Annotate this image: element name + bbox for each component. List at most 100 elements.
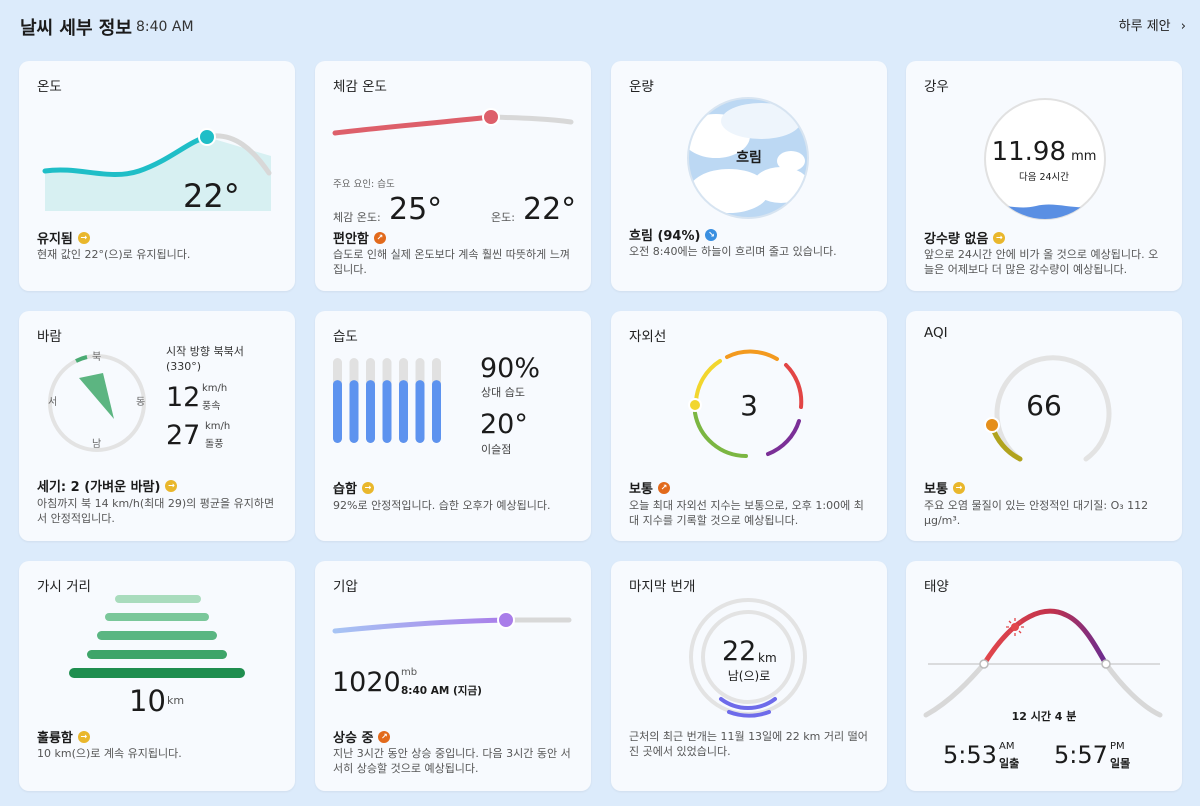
humidity-card[interactable]: 습도 90% 상대 습도 20° 이슬점 습함 → 92%로 안정적입니다. 습… [315,311,591,541]
pressure-value: 1020 [332,667,401,698]
precipitation-unit: mm [1071,149,1097,164]
day-suggestion-link[interactable]: 하루 제안 › [1119,15,1186,34]
cloud-cover-dial [687,97,809,219]
card-title: 가시 거리 [37,579,91,595]
cloud-cover-desc: 오전 8:40에는 하늘이 흐리며 줄고 있습니다. [629,245,837,258]
trend-down-icon: ↘ [705,228,718,241]
card-title: 태양 [924,579,949,595]
sunset-label: 일몰 [1110,757,1131,770]
sun-card[interactable]: 태양 12 시간 4 분 5:53 AM 일출 5:57 PM 일몰 [906,561,1182,791]
cloud-cover-status: 흐림 (94%) [629,229,701,244]
uv-index-desc: 오늘 최대 자외선 지수는 보통으로, 오후 1:00에 최대 지수를 기록할 … [629,499,864,527]
humidity-bar [366,380,375,443]
card-title: 습도 [333,329,358,345]
temperature-card[interactable]: 온도 22° 유지됨 → 현재 값인 22°(으)로 유지됩니다. [19,61,295,291]
sunset-ampm: PM [1110,741,1125,752]
sun-icon [1006,618,1024,636]
lightning-desc: 근처의 최근 번개는 11월 13일에 22 km 거리 떨어진 곳에서 있었습… [629,730,868,758]
uv-index-status: 보통 [629,482,653,497]
day-length: 12 시간 4 분 [1011,710,1077,723]
last-lightning-card[interactable]: 마지막 번개 22 km 남(으)로 근처의 최근 번개는 11월 13일에 2… [611,561,887,791]
card-title: 기압 [333,579,358,595]
lightning-range-rings [689,598,807,718]
pressure-desc: 지난 3시간 동안 상승 중입니다. 다음 3시간 동안 서서히 상승할 것으로… [333,747,571,775]
compass-north: 북 [92,352,102,363]
humidity-bar [349,380,359,443]
precipitation-value: 11.98 [991,137,1066,167]
aqi-desc: 주요 오염 물질이 있는 안정적인 대기질: O₃ 112 μg/m³. [924,499,1149,527]
aqi-card[interactable]: AQI 66 보통 → 주요 오염 물질이 있는 안정적인 대기질: O₃ 11… [906,311,1182,541]
card-title: 운량 [629,79,654,95]
card-title: 온도 [37,79,62,95]
day-suggestion-label: 하루 제안 [1118,19,1171,34]
precipitation-desc: 앞으로 24시간 안에 비가 올 것으로 예상됩니다. 오늘은 어제보다 더 많… [924,248,1159,276]
visibility-unit: km [167,694,185,707]
humidity-bar [399,380,408,443]
pressure-card[interactable]: 기압 1020 mb 8:40 AM (지금) 상승 중 ↗ 지난 3시간 동안… [315,561,591,791]
pressure-status: 상승 중 [333,731,374,746]
card-title: 체감 온도 [333,79,387,95]
humidity-bar-chart [333,358,441,443]
visibility-card[interactable]: 가시 거리 10 km 훌륭함 → 10 km(으)로 계속 유지됩니다. [19,561,295,791]
aqi-gauge [984,355,1112,462]
trend-steady-icon: → [361,481,374,494]
trend-steady-icon: → [952,481,965,494]
trend-up-icon: ↗ [657,481,670,494]
visibility-desc: 10 km(으)로 계속 유지됩니다. [37,747,182,760]
sunrise-time: 5:53 [943,741,997,769]
uv-index-card[interactable]: 자외선 3 보통 ↗ 오늘 최대 자외선 지수는 보통으로, 오후 1:00에 … [611,311,887,541]
feels-like-curve [332,108,574,136]
temperature-status: 유지됨 [37,232,73,247]
compass-west: 서 [48,397,58,408]
uv-index-value: 3 [740,389,758,422]
feels-like-status: 편안함 [333,232,369,247]
precipitation-card[interactable]: 강우 11.98 mm 다음 24시간 강수량 없음 → 앞으로 24시간 안에… [906,61,1182,291]
lightning-distance-unit: km [758,651,777,665]
actual-temp-value: 22° [523,192,577,227]
humidity-status: 습함 [333,482,357,497]
feels-like-factor: 주요 요인: 습도 [333,179,395,190]
visibility-value: 10 [129,684,166,718]
feels-like-label: 체감 온도: [333,211,381,224]
feels-like-card[interactable]: 체감 온도 주요 요인: 습도 체감 온도: 25° 온도: 22° 편안함 ↗… [315,61,591,291]
humidity-value: 90% [480,353,541,384]
sunset-time: 5:57 [1054,741,1108,769]
wind-card[interactable]: 바람 북 동 남 서 시작 방향 북북서 (330°) 12 km/h 풍속 2… [19,311,295,541]
page-title: 날씨 세부 정보 [20,18,132,39]
compass-east: 동 [136,397,146,408]
temperature-desc: 현재 값인 22°(으)로 유지됩니다. [37,248,191,261]
wind-gust-label: 돌풍 [205,439,224,450]
aqi-value: 66 [1026,389,1062,422]
precipitation-status: 강수량 없음 [924,232,989,247]
trend-steady-icon: → [77,730,90,743]
trend-steady-icon: → [77,231,90,244]
header-time: 8:40 AM [136,19,194,35]
pressure-time: 8:40 AM (지금) [401,685,482,697]
cloud-cover-card[interactable]: 운량 흐림 흐림 (94%) ↘ 오전 8:40에는 하늘이 흐리며 줄고 있습… [611,61,887,291]
visibility-status: 훌륭함 [37,731,73,746]
wind-speed-unit: km/h [202,383,228,394]
wind-speed-label: 풍속 [202,401,221,412]
temperature-curve [42,128,272,211]
card-title: 강우 [924,79,949,95]
trend-up-icon: ↗ [378,730,391,743]
humidity-desc: 92%로 안정적입니다. 습한 오후가 예상됩니다. [333,499,551,512]
precipitation-period: 다음 24시간 [1018,172,1070,183]
precipitation-dial [984,98,1106,220]
wind-status: 세기: 2 (가벼운 바람) [37,480,161,495]
feels-like-desc: 습도로 인해 실제 온도보다 계속 훨씬 따뜻하게 느껴집니다. [333,248,570,276]
pressure-curve [332,611,572,634]
wind-gust-value: 27 [166,420,201,451]
sunrise-ampm: AM [999,741,1015,752]
humidity-bar [382,380,392,443]
chevron-right-icon: › [1180,19,1186,34]
dew-point-label: 이슬점 [481,443,512,456]
card-title: 바람 [37,329,62,345]
card-title: 마지막 번개 [629,579,696,595]
feels-like-value: 25° [389,192,443,227]
wind-compass [48,354,146,452]
wind-direction-text: 시작 방향 북북서 (330°) [166,345,244,373]
pressure-unit: mb [401,667,418,678]
card-title: AQI [924,325,948,341]
humidity-value-label: 상대 습도 [481,386,525,399]
